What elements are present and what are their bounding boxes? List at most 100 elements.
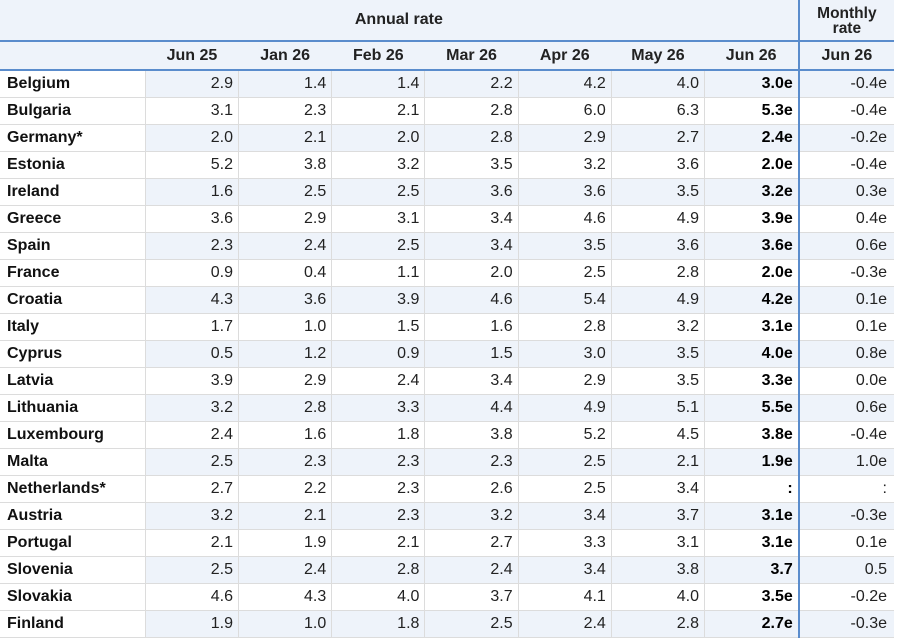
annual-rate-cell: 4.4 xyxy=(424,394,519,422)
monthly-rate-header-line2: rate xyxy=(832,19,862,37)
table-row: Lithuania 3.2 2.8 3.3 4.4 4.9 5.1 5.5e 0.6e xyxy=(0,394,894,422)
country-cell: Austria xyxy=(0,502,146,530)
table-row: Netherlands* 2.7 2.2 2.3 2.6 2.5 3.4:: xyxy=(0,475,894,503)
annual-rate-cell: 4.0 xyxy=(331,583,426,611)
table-row: Estonia 5.2 3.8 3.2 3.5 3.2 3.6 2.0e -0.4e xyxy=(0,151,894,179)
monthly-rate-cell: -0.2e xyxy=(798,124,894,152)
annual-rate-cell: 4.0 xyxy=(611,583,706,611)
annual-rate-cell: 3.6 xyxy=(238,286,333,314)
annual-rate-cell: 2.0 xyxy=(331,124,426,152)
table-row: Spain 2.3 2.4 2.5 3.4 3.5 3.6 3.6e 0.6e xyxy=(0,232,894,260)
country-cell: Slovenia xyxy=(0,556,146,584)
monthly-rate-header: Monthly rate xyxy=(798,0,894,41)
annual-rate-cell: 2.8 xyxy=(611,259,706,287)
annual-rate-cell: 3.3 xyxy=(331,394,426,422)
annual-rate-cell: 2.9 xyxy=(518,124,612,152)
latest-annual-rate-cell: 2.0e xyxy=(704,151,800,179)
annual-rate-cell: 1.5 xyxy=(331,313,426,341)
annual-rate-cell: 1.9 xyxy=(145,610,240,638)
annual-rate-cell: 4.9 xyxy=(518,394,612,422)
annual-rate-cell: 2.2 xyxy=(238,475,333,503)
annual-rate-cell: 2.5 xyxy=(145,448,240,476)
annual-rate-cell: 4.6 xyxy=(145,583,240,611)
latest-annual-rate-cell: 3.3e xyxy=(704,367,800,395)
table-row: Bulgaria 3.1 2.3 2.1 2.8 6.0 6.3 5.3e -0.4e xyxy=(0,97,894,125)
annual-rate-cell: 1.6 xyxy=(238,421,333,449)
monthly-rate-cell: 0.4e xyxy=(798,205,894,233)
annual-rate-cell: 3.2 xyxy=(518,151,612,179)
annual-rate-header: Annual rate xyxy=(0,0,800,41)
annual-rate-cell: 0.9 xyxy=(145,259,240,287)
annual-rate-cell: 5.2 xyxy=(145,151,240,179)
monthly-rate-cell: 0.3e xyxy=(798,178,894,206)
period-header-jun25: Jun 25 xyxy=(145,40,239,71)
latest-annual-rate-cell: : xyxy=(704,475,800,503)
annual-rate-cell: 3.5 xyxy=(611,367,706,395)
monthly-rate-header-line1: Monthly xyxy=(817,4,877,22)
annual-rate-cell: 3.6 xyxy=(611,151,706,179)
table-row: Latvia 3.9 2.9 2.4 3.4 2.9 3.5 3.3e 0.0e xyxy=(0,367,894,395)
country-cell: Ireland xyxy=(0,178,146,206)
annual-rate-cell: 3.6 xyxy=(611,232,706,260)
table-row: Belgium 2.9 1.4 1.4 2.2 4.2 4.0 3.0e -0.4e xyxy=(0,70,894,98)
annual-rate-cell: 3.8 xyxy=(611,556,706,584)
annual-rate-cell: 3.5 xyxy=(518,232,612,260)
country-cell: France xyxy=(0,259,146,287)
annual-rate-cell: 4.9 xyxy=(611,205,706,233)
annual-rate-cell: 2.5 xyxy=(518,475,612,503)
latest-annual-rate-cell: 3.1e xyxy=(704,313,800,341)
annual-rate-cell: 3.2 xyxy=(145,394,240,422)
annual-rate-cell: 3.2 xyxy=(145,502,240,530)
annual-rate-cell: 3.5 xyxy=(424,151,519,179)
annual-rate-cell: 2.5 xyxy=(145,556,240,584)
annual-rate-cell: 4.6 xyxy=(424,286,519,314)
annual-rate-cell: 3.9 xyxy=(331,286,426,314)
annual-rate-cell: 1.1 xyxy=(331,259,426,287)
period-header-feb26: Feb 26 xyxy=(331,40,425,71)
annual-rate-cell: 2.0 xyxy=(145,124,240,152)
annual-rate-cell: 3.8 xyxy=(424,421,519,449)
annual-rate-cell: 2.8 xyxy=(518,313,612,341)
period-header-jun26: Jun 26 xyxy=(704,40,800,71)
monthly-rate-cell: -0.4e xyxy=(798,97,894,125)
annual-rate-cell: 3.4 xyxy=(424,205,519,233)
latest-annual-rate-cell: 3.0e xyxy=(704,70,800,98)
annual-rate-cell: 3.4 xyxy=(424,232,519,260)
monthly-rate-cell: 1.0e xyxy=(798,448,894,476)
country-column-header xyxy=(0,40,146,71)
annual-rate-cell: 2.1 xyxy=(238,502,333,530)
annual-rate-cell: 2.3 xyxy=(331,448,426,476)
period-header-mar26: Mar 26 xyxy=(424,40,519,71)
annual-rate-cell: 2.1 xyxy=(145,529,240,557)
annual-rate-cell: 2.5 xyxy=(424,610,519,638)
period-header-may26: May 26 xyxy=(611,40,705,71)
monthly-rate-cell: 0.0e xyxy=(798,367,894,395)
latest-annual-rate-cell: 1.9e xyxy=(704,448,800,476)
table-row: Croatia 4.3 3.6 3.9 4.6 5.4 4.9 4.2e 0.1e xyxy=(0,286,894,314)
country-cell: Portugal xyxy=(0,529,146,557)
country-cell: Malta xyxy=(0,448,146,476)
table-row: Finland 1.9 1.0 1.8 2.5 2.4 2.8 2.7e -0.3e xyxy=(0,610,894,638)
country-cell: Slovakia xyxy=(0,583,146,611)
table-row: Austria 3.2 2.1 2.3 3.2 3.4 3.7 3.1e -0.3e xyxy=(0,502,894,530)
annual-rate-cell: 3.3 xyxy=(518,529,612,557)
annual-rate-cell: 5.1 xyxy=(611,394,706,422)
annual-rate-cell: 2.8 xyxy=(238,394,333,422)
annual-rate-cell: 1.9 xyxy=(238,529,333,557)
country-cell: Luxembourg xyxy=(0,421,146,449)
latest-annual-rate-cell: 3.7 xyxy=(704,556,800,584)
annual-rate-cell: 2.3 xyxy=(238,97,333,125)
table-row: Cyprus 0.5 1.2 0.9 1.5 3.0 3.5 4.0e 0.8e xyxy=(0,340,894,368)
latest-annual-rate-cell: 3.1e xyxy=(704,502,800,530)
country-cell: Netherlands* xyxy=(0,475,146,503)
table-row: Slovenia 2.5 2.4 2.8 2.4 3.4 3.8 3.7 0.5 xyxy=(0,556,894,584)
latest-annual-rate-cell: 3.2e xyxy=(704,178,800,206)
table-row: Luxembourg 2.4 1.6 1.8 3.8 5.2 4.5 3.8e -0.4e xyxy=(0,421,894,449)
country-cell: Latvia xyxy=(0,367,146,395)
annual-rate-cell: 0.9 xyxy=(331,340,426,368)
annual-rate-cell: 4.2 xyxy=(518,70,612,98)
annual-rate-cell: 3.7 xyxy=(424,583,519,611)
latest-annual-rate-cell: 2.0e xyxy=(704,259,800,287)
annual-rate-cell: 2.2 xyxy=(424,70,519,98)
